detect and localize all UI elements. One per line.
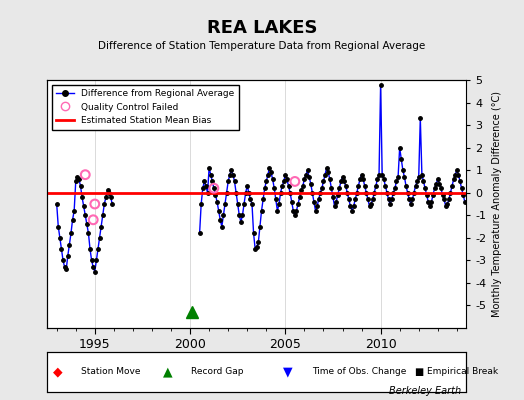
Difference from Regional Average bbox=[76, 177, 82, 182]
Difference from Regional Average bbox=[68, 231, 74, 236]
Difference from Regional Average bbox=[79, 195, 85, 200]
Quality Control Failed bbox=[91, 201, 99, 207]
Difference from Regional Average bbox=[74, 174, 81, 179]
Text: Time of Obs. Change: Time of Obs. Change bbox=[312, 368, 406, 376]
Text: ◆: ◆ bbox=[53, 366, 62, 378]
Difference from Regional Average bbox=[103, 195, 109, 200]
Difference from Regional Average bbox=[84, 222, 90, 227]
Difference from Regional Average bbox=[93, 258, 100, 263]
Difference from Regional Average bbox=[98, 224, 104, 229]
Text: Record Gap: Record Gap bbox=[191, 368, 244, 376]
Y-axis label: Monthly Temperature Anomaly Difference (°C): Monthly Temperature Anomaly Difference (… bbox=[492, 91, 502, 317]
Difference from Regional Average bbox=[96, 236, 103, 240]
Difference from Regional Average bbox=[81, 204, 87, 209]
Difference from Regional Average bbox=[71, 208, 78, 213]
Difference from Regional Average bbox=[92, 269, 98, 274]
Difference from Regional Average bbox=[57, 236, 63, 240]
Difference from Regional Average bbox=[109, 202, 115, 206]
Difference from Regional Average bbox=[95, 247, 101, 252]
Difference from Regional Average bbox=[85, 231, 92, 236]
Difference from Regional Average bbox=[64, 254, 71, 258]
Text: Difference of Station Temperature Data from Regional Average: Difference of Station Temperature Data f… bbox=[99, 41, 425, 51]
Difference from Regional Average bbox=[73, 179, 79, 184]
Difference from Regional Average bbox=[107, 195, 114, 200]
Text: Empirical Break: Empirical Break bbox=[427, 368, 498, 376]
Difference from Regional Average bbox=[106, 190, 112, 195]
Quality Control Failed bbox=[81, 172, 90, 178]
Difference from Regional Average bbox=[55, 224, 61, 229]
Difference from Regional Average bbox=[89, 258, 95, 263]
Difference from Regional Average bbox=[69, 217, 75, 222]
Difference from Regional Average bbox=[101, 202, 107, 206]
Quality Control Failed bbox=[210, 185, 218, 192]
Quality Control Failed bbox=[89, 216, 97, 223]
Text: Station Move: Station Move bbox=[81, 368, 141, 376]
Difference from Regional Average bbox=[58, 247, 64, 252]
Text: REA LAKES: REA LAKES bbox=[207, 19, 317, 37]
Difference from Regional Average bbox=[78, 184, 84, 188]
Difference from Regional Average bbox=[82, 213, 89, 218]
Difference from Regional Average bbox=[63, 267, 69, 272]
Text: Berkeley Earth: Berkeley Earth bbox=[389, 386, 461, 396]
Difference from Regional Average bbox=[90, 265, 96, 270]
Difference from Regional Average bbox=[60, 258, 66, 263]
Text: ▼: ▼ bbox=[283, 366, 293, 378]
Legend: Difference from Regional Average, Quality Control Failed, Estimated Station Mean: Difference from Regional Average, Qualit… bbox=[52, 84, 239, 130]
Difference from Regional Average bbox=[87, 247, 93, 252]
Text: ■: ■ bbox=[414, 367, 424, 377]
Difference from Regional Average bbox=[104, 188, 111, 193]
Difference from Regional Average bbox=[100, 213, 106, 218]
Difference from Regional Average bbox=[66, 242, 72, 247]
Line: Difference from Regional Average: Difference from Regional Average bbox=[55, 175, 114, 273]
Quality Control Failed bbox=[291, 178, 299, 185]
Difference from Regional Average bbox=[53, 202, 60, 206]
Difference from Regional Average bbox=[61, 265, 68, 270]
Text: ▲: ▲ bbox=[163, 366, 172, 378]
